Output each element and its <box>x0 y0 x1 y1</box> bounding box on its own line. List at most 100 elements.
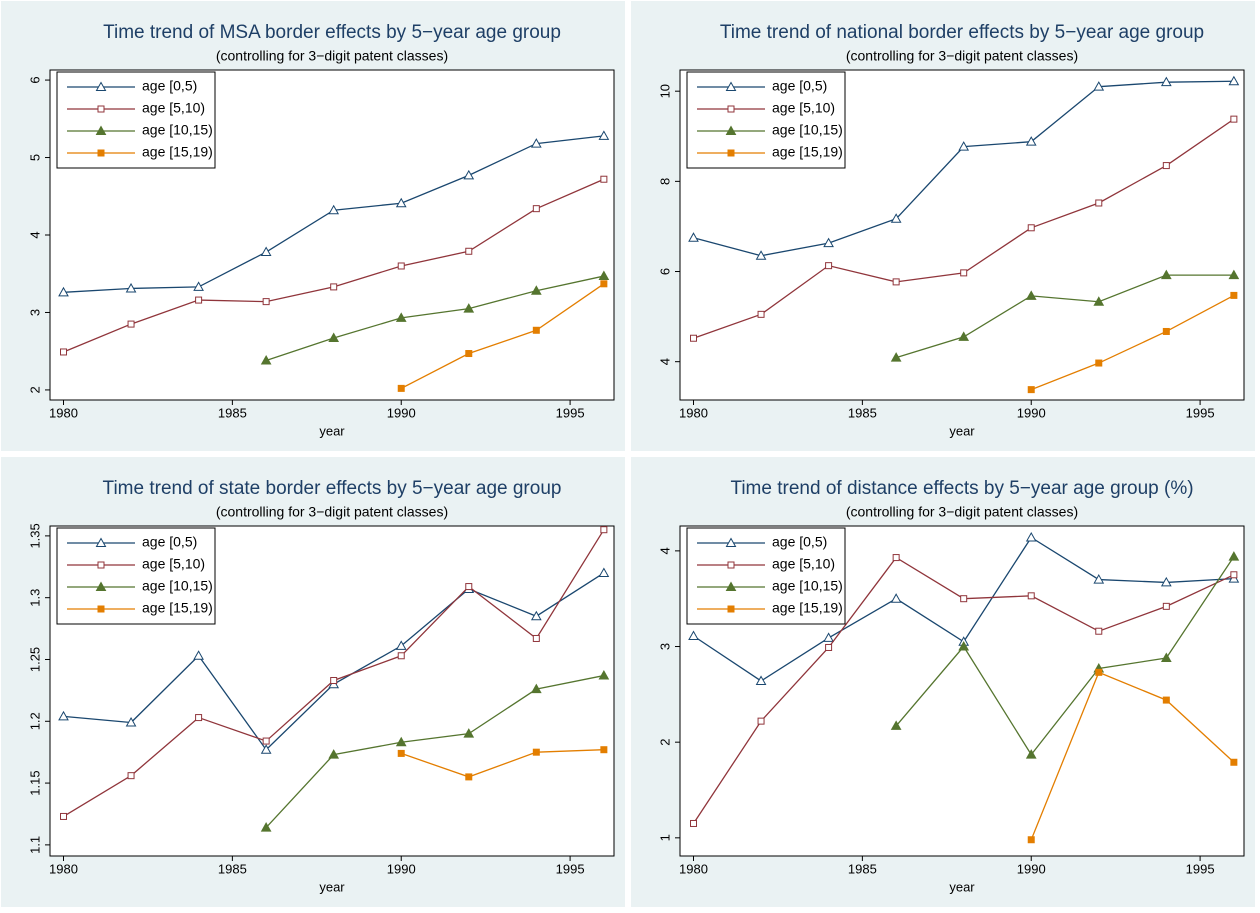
marker <box>1160 576 1172 587</box>
marker <box>1027 836 1035 844</box>
legend-label: age [5,10) <box>772 556 835 572</box>
series-line <box>1030 671 1235 840</box>
y-tick-label: 1.3 <box>27 589 42 607</box>
marker <box>1230 758 1238 766</box>
marker <box>328 332 340 343</box>
marker <box>260 744 272 754</box>
series-line <box>401 749 604 778</box>
marker <box>532 326 540 334</box>
marker <box>1230 291 1238 299</box>
chart-subtitle: (controlling for 3−digit patent classes) <box>846 48 1078 64</box>
y-tick-label: 8 <box>657 178 672 185</box>
chart-panel: Time trend of MSA border effects by 5−ye… <box>1 1 625 451</box>
marker <box>195 296 203 304</box>
marker <box>1093 81 1105 91</box>
marker <box>755 250 767 260</box>
legend-label: age [0,5) <box>772 78 827 94</box>
y-tick-label: 4 <box>657 358 672 365</box>
x-tick-label: 1990 <box>1017 861 1046 876</box>
legend-marker <box>95 581 107 591</box>
marker <box>1025 136 1037 146</box>
marker <box>825 643 833 651</box>
marker <box>530 285 542 295</box>
series-line <box>265 275 605 362</box>
marker <box>463 169 475 180</box>
marker <box>1162 162 1170 170</box>
legend-box <box>686 527 846 625</box>
chart-subtitle: (controlling for 3−digit patent classes) <box>216 504 448 520</box>
marker <box>600 526 608 534</box>
marker <box>465 247 473 255</box>
marker <box>1160 269 1172 280</box>
marker <box>58 710 69 721</box>
legend-label: age [5,10) <box>772 100 835 116</box>
marker <box>260 822 272 832</box>
y-tick-label: 4 <box>27 231 42 238</box>
marker <box>1027 592 1035 600</box>
marker <box>330 676 338 684</box>
y-tick-label: 1.25 <box>27 647 42 672</box>
marker <box>1025 531 1037 542</box>
marker <box>328 749 340 759</box>
marker <box>1093 574 1105 584</box>
legend-marker <box>95 81 107 91</box>
y-tick-label: 1 <box>657 834 672 841</box>
legend-label: age [0,5) <box>772 534 827 550</box>
marker <box>532 748 540 756</box>
marker <box>757 717 765 725</box>
marker <box>958 141 970 151</box>
x-tick-label: 1995 <box>1186 861 1215 876</box>
marker <box>690 334 698 342</box>
series-line <box>895 274 1234 359</box>
marker <box>1025 749 1037 759</box>
marker <box>688 232 699 242</box>
marker <box>395 312 407 322</box>
chart-subtitle: (controlling for 3−digit patent classes) <box>846 504 1078 520</box>
marker <box>1095 199 1103 207</box>
legend-marker <box>97 561 105 569</box>
marker <box>125 282 137 293</box>
marker <box>1162 696 1170 704</box>
marker <box>690 819 698 827</box>
y-tick-label: 2 <box>657 739 672 746</box>
legend-marker <box>97 105 105 113</box>
x-tick-label: 1990 <box>387 861 416 876</box>
legend-label: age [5,10) <box>142 556 205 572</box>
marker <box>598 670 610 680</box>
marker <box>958 641 970 651</box>
marker <box>463 728 475 738</box>
marker <box>892 278 900 286</box>
series-line <box>1030 294 1235 391</box>
x-tick-label: 1980 <box>49 405 78 420</box>
legend-box <box>56 527 216 625</box>
marker <box>463 303 475 313</box>
x-tick-label: 1995 <box>1186 405 1215 420</box>
y-tick-label: 4 <box>657 547 672 554</box>
legend-marker <box>727 605 735 613</box>
legend-marker <box>95 125 107 135</box>
marker <box>1160 652 1172 662</box>
marker <box>330 283 338 291</box>
marker <box>890 720 902 730</box>
marker <box>600 175 608 183</box>
legend-marker <box>97 605 105 613</box>
marker <box>598 130 610 140</box>
marker <box>1228 269 1240 280</box>
marker <box>1228 75 1240 86</box>
marker <box>1027 386 1035 394</box>
chart-panel: Time trend of distance effects by 5−year… <box>631 457 1255 907</box>
legend-label: age [10,15) <box>142 122 213 138</box>
marker <box>823 237 834 248</box>
marker <box>1095 359 1103 367</box>
marker <box>755 675 767 685</box>
chart-panel: Time trend of national border effects by… <box>631 1 1255 451</box>
marker <box>960 595 968 603</box>
chart-title: Time trend of MSA border effects by 5−ye… <box>103 22 561 43</box>
y-tick-label: 5 <box>27 154 42 161</box>
legend-label: age [15,19) <box>142 600 213 616</box>
y-tick-label: 1.2 <box>27 712 42 730</box>
marker <box>598 270 610 281</box>
marker <box>890 352 902 362</box>
marker <box>395 736 407 747</box>
